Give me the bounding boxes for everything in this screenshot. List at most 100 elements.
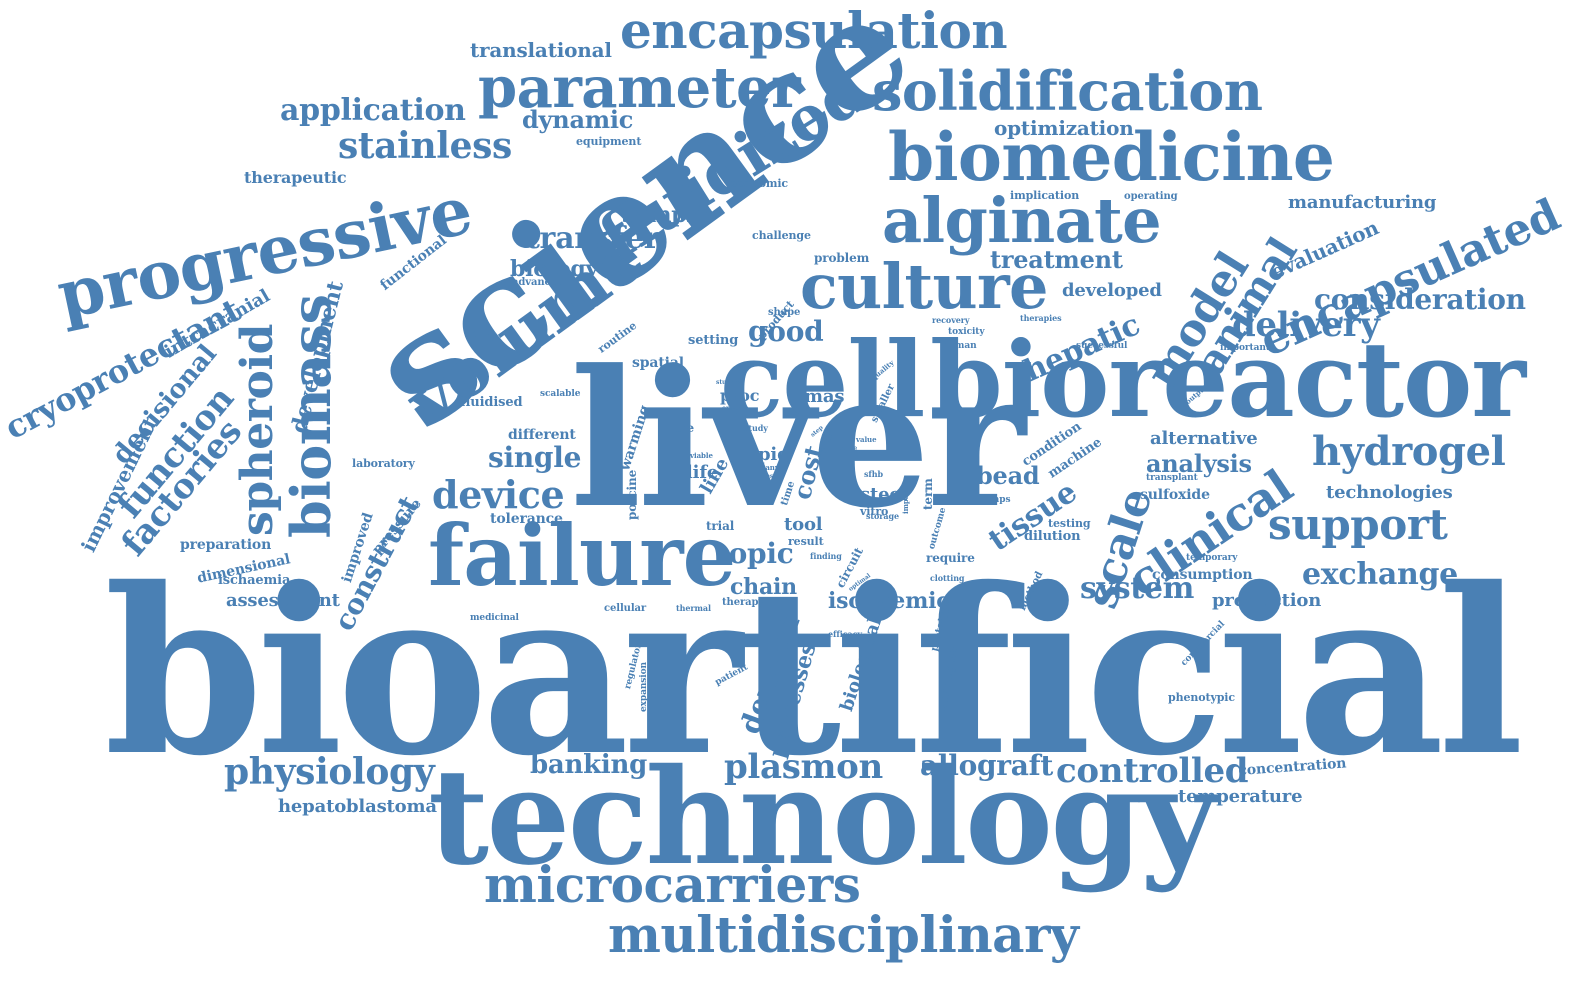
cloud-word: topic — [716, 537, 794, 570]
cloud-word: toxicity — [948, 327, 985, 337]
cloud-word: developed — [1062, 280, 1162, 301]
cloud-word: scalable — [540, 389, 581, 399]
cloud-word: device — [432, 472, 565, 517]
cloud-word: hepatoblastoma — [278, 796, 437, 817]
cloud-word: medicinal — [470, 613, 519, 623]
cloud-word: solidification — [872, 59, 1263, 123]
cloud-word: setting — [688, 333, 739, 348]
cloud-word: temperature — [1178, 786, 1303, 807]
cloud-word: optimization — [994, 116, 1134, 140]
cloud-word: alginate — [882, 184, 1162, 257]
cloud-word: mas — [804, 386, 845, 407]
cloud-word: ischaemic — [828, 588, 950, 614]
cloud-word: technologies — [1326, 482, 1453, 503]
cloud-word: alternative — [1150, 428, 1258, 449]
cloud-word: life — [686, 462, 719, 483]
cloud-word: therapeutic — [244, 168, 347, 187]
cloud-word: controlled — [1056, 751, 1249, 791]
cloud-word: liver — [570, 329, 1026, 550]
cloud-word: good — [748, 315, 824, 348]
cloud-word: consideration — [1314, 283, 1526, 316]
cloud-word: tolerance — [490, 511, 563, 527]
cloud-word: thermal — [676, 603, 711, 613]
cloud-word: dynamic — [522, 105, 634, 134]
cloud-word: bioreactor — [930, 318, 1526, 441]
cloud-word: preparation — [180, 537, 272, 553]
cloud-word: storage — [866, 511, 900, 521]
cloud-word: many — [758, 463, 779, 472]
cloud-word: finding — [810, 551, 842, 561]
cloud-word: analysis — [1146, 449, 1252, 478]
cloud-word: tool — [784, 514, 823, 535]
cloud-word: laboratory — [352, 457, 415, 470]
cloud-word: testing — [1048, 517, 1091, 530]
cloud-word: clotting — [930, 573, 965, 583]
cloud-word: proc — [720, 386, 760, 405]
cloud-word: bioartificial — [104, 538, 1524, 806]
cloud-word: transplant — [1146, 473, 1198, 483]
cloud-word: delivery — [1232, 305, 1380, 345]
cloud-word: advanced — [512, 277, 564, 288]
cloud-word: production — [1212, 590, 1322, 611]
cloud-word: failure — [428, 506, 736, 605]
cloud-word: atmps — [980, 495, 1011, 505]
cloud-word: spheroid — [232, 323, 283, 536]
cloud-word: hydrogel — [1312, 428, 1506, 475]
cloud-word: application — [280, 93, 466, 128]
cloud-word: multidisciplinary — [608, 905, 1079, 964]
cloud-word: fluidised — [460, 395, 523, 410]
cloud-word: best — [762, 473, 776, 480]
cloud-word: organ — [722, 405, 742, 412]
cloud-word: result — [788, 535, 824, 548]
cloud-word: more — [840, 445, 858, 452]
cloud-word: therapies — [1020, 313, 1062, 323]
cloud-word: cellular — [604, 603, 647, 614]
cloud-word: bead — [976, 461, 1040, 490]
cloud-word: encapsulation — [620, 1, 1008, 60]
cloud-word: important — [1220, 343, 1270, 353]
cloud-word: challenge — [752, 229, 811, 242]
cloud-word: dilution — [1024, 529, 1081, 544]
cloud-word: viable — [690, 451, 713, 460]
cloud-word: human — [942, 341, 977, 351]
cloud-word: translational — [470, 38, 612, 62]
cloud-word: banking — [530, 750, 648, 780]
cloud-word: therapy — [722, 597, 765, 608]
cloud-word: temporary — [1186, 553, 1238, 563]
cloud-word: efficacy — [828, 629, 862, 639]
cloud-word: chain — [730, 574, 797, 600]
cloud-word: biology — [510, 256, 599, 282]
cloud-word: allograft — [920, 749, 1054, 782]
cloud-word: transfer — [526, 221, 660, 256]
cloud-word: term — [921, 478, 935, 510]
cloud-word: assessment — [226, 590, 340, 611]
cloud-word: microcarriers — [484, 855, 861, 914]
cloud-word: technology — [428, 740, 1217, 895]
cloud-word: equipment — [576, 135, 642, 148]
cloud-word: studies — [716, 379, 740, 386]
cloud-word: impact — [901, 487, 910, 514]
cloud-word: phenotypic — [1168, 691, 1235, 704]
cloud-word: porcine — [625, 469, 639, 520]
cloud-word: consumption — [1152, 567, 1253, 583]
cloud-word: shape — [768, 307, 801, 318]
cloud-word: biomedicine — [888, 118, 1335, 196]
cloud-word: single — [488, 441, 582, 474]
cloud-word: trial — [706, 519, 735, 533]
cloud-word: expansion — [639, 662, 649, 712]
cloud-word: support — [1268, 500, 1448, 549]
cloud-word: value — [856, 435, 877, 444]
cloud-word: vitro — [860, 505, 889, 518]
cloud-word: litre — [666, 421, 695, 435]
cloud-word: stainless — [338, 125, 512, 167]
cloud-word: plasmon — [724, 747, 883, 787]
cloud-word: parameter — [478, 55, 801, 121]
cloud-word: require — [926, 551, 975, 565]
cloud-word: study — [744, 423, 768, 433]
cloud-word: different — [508, 427, 576, 443]
cloud-word: steel — [860, 484, 908, 505]
cloud-word: treatment — [990, 245, 1123, 274]
cloud-word: cell — [720, 318, 925, 441]
cloud-word: operating — [1124, 191, 1178, 202]
